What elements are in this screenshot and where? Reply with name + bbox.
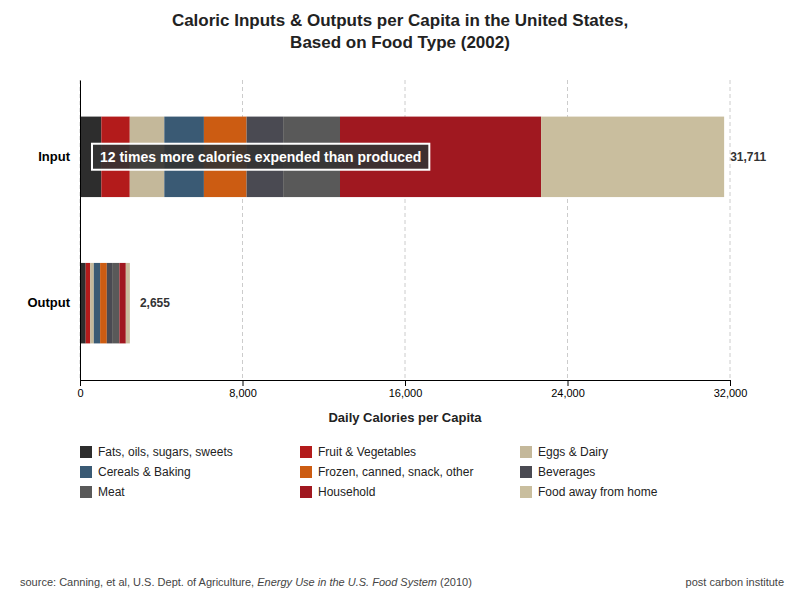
source-part: source: Canning, et al, U.S. Dept. of Ag…	[20, 576, 257, 588]
bar	[119, 263, 125, 343]
title-line: Based on Food Type (2002)	[290, 33, 510, 52]
legend-swatch	[520, 486, 532, 498]
title-line: Caloric Inputs & Outputs per Capita in t…	[172, 11, 628, 30]
legend-label: Household	[318, 485, 375, 499]
annotation: 12 times more calories expended than pro…	[92, 144, 429, 170]
source-part: (2010)	[437, 576, 472, 588]
legend-item: Eggs & Dairy	[520, 445, 608, 459]
x-axis-title: Daily Calories per Capita	[328, 410, 482, 425]
bar	[107, 263, 112, 343]
legend-item: Meat	[80, 485, 125, 499]
x-axis: 0 8,000 16,000 24,000 32,000	[77, 380, 747, 399]
x-tick-label: 32,000	[714, 387, 748, 399]
grid-line	[80, 80, 81, 380]
x-tick: 24,000	[551, 380, 585, 399]
legend-label: Beverages	[538, 465, 595, 479]
y-tick: Input	[38, 149, 80, 164]
legend-item: Food away from home	[520, 485, 658, 499]
y-axis: Input Output	[27, 81, 80, 381]
x-tick: 16,000	[389, 380, 423, 399]
legend-label: Fats, oils, sugars, sweets	[98, 445, 233, 459]
total-label: 31,711	[730, 150, 766, 164]
annotation-text: 12 times more calories expended than pro…	[100, 149, 421, 165]
grid	[80, 80, 730, 380]
legend-swatch	[520, 466, 532, 478]
legend-label: Food away from home	[538, 485, 658, 499]
legend-item: Cereals & Baking	[80, 465, 191, 479]
legend-swatch	[300, 466, 312, 478]
annotation-box	[92, 144, 429, 170]
bar	[100, 263, 107, 343]
legend-item: Frozen, canned, snack, other	[300, 465, 473, 479]
source: source: Canning, et al, U.S. Dept. of Ag…	[20, 576, 472, 588]
bar	[541, 117, 724, 197]
legend-item: Beverages	[520, 465, 595, 479]
x-tick-mark	[568, 380, 569, 386]
grid-line	[730, 80, 731, 380]
credit: post carbon institute	[686, 576, 784, 588]
title: Caloric Inputs & Outputs per Capita in t…	[172, 11, 628, 52]
legend-label: Cereals & Baking	[98, 465, 191, 479]
x-tick-label: 0	[77, 387, 83, 399]
bars	[80, 117, 724, 344]
total-label: 2,655	[140, 296, 170, 310]
bar	[94, 263, 100, 343]
x-tick: 8,000	[229, 380, 257, 399]
legend-swatch	[300, 446, 312, 458]
bar	[112, 263, 119, 343]
legend-swatch	[520, 446, 532, 458]
source-part: Energy Use in the U.S. Food System	[257, 576, 437, 588]
x-tick-mark	[405, 380, 406, 386]
x-tick-label: 16,000	[389, 387, 423, 399]
legend-item: Fats, oils, sugars, sweets	[80, 445, 233, 459]
legend: Fats, oils, sugars, sweets Fruit & Vegeta…	[80, 445, 658, 499]
y-axis-line	[80, 81, 81, 381]
legend-swatch	[80, 446, 92, 458]
plot: 0 8,000 16,000 24,000 32,000 Daily Calories p…	[27, 80, 766, 425]
legend-label: Eggs & Dairy	[538, 445, 608, 459]
legend-item: Household	[300, 485, 375, 499]
bar	[126, 263, 130, 343]
y-tick-label: Output	[27, 295, 70, 310]
legend-swatch	[80, 486, 92, 498]
legend-item: Fruit & Vegetables	[300, 445, 416, 459]
x-tick-mark	[80, 380, 81, 386]
legend-label: Meat	[98, 485, 125, 499]
x-tick: 0	[77, 380, 83, 399]
chart: Caloric Inputs & Outputs per Capita in t…	[0, 0, 800, 600]
y-tick: Output	[27, 295, 80, 310]
legend-label: Fruit & Vegetables	[318, 445, 416, 459]
x-tick-label: 8,000	[229, 387, 257, 399]
bar	[90, 263, 94, 343]
legend-label: Frozen, canned, snack, other	[318, 465, 473, 479]
bar	[86, 263, 90, 343]
legend-swatch	[80, 466, 92, 478]
y-tick-label: Input	[38, 149, 70, 164]
x-tick: 32,000	[714, 380, 748, 399]
legend-swatch	[300, 486, 312, 498]
x-tick-label: 24,000	[551, 387, 585, 399]
x-axis-line	[81, 381, 731, 387]
x-tick-mark	[730, 380, 731, 386]
x-tick-mark	[243, 380, 244, 386]
